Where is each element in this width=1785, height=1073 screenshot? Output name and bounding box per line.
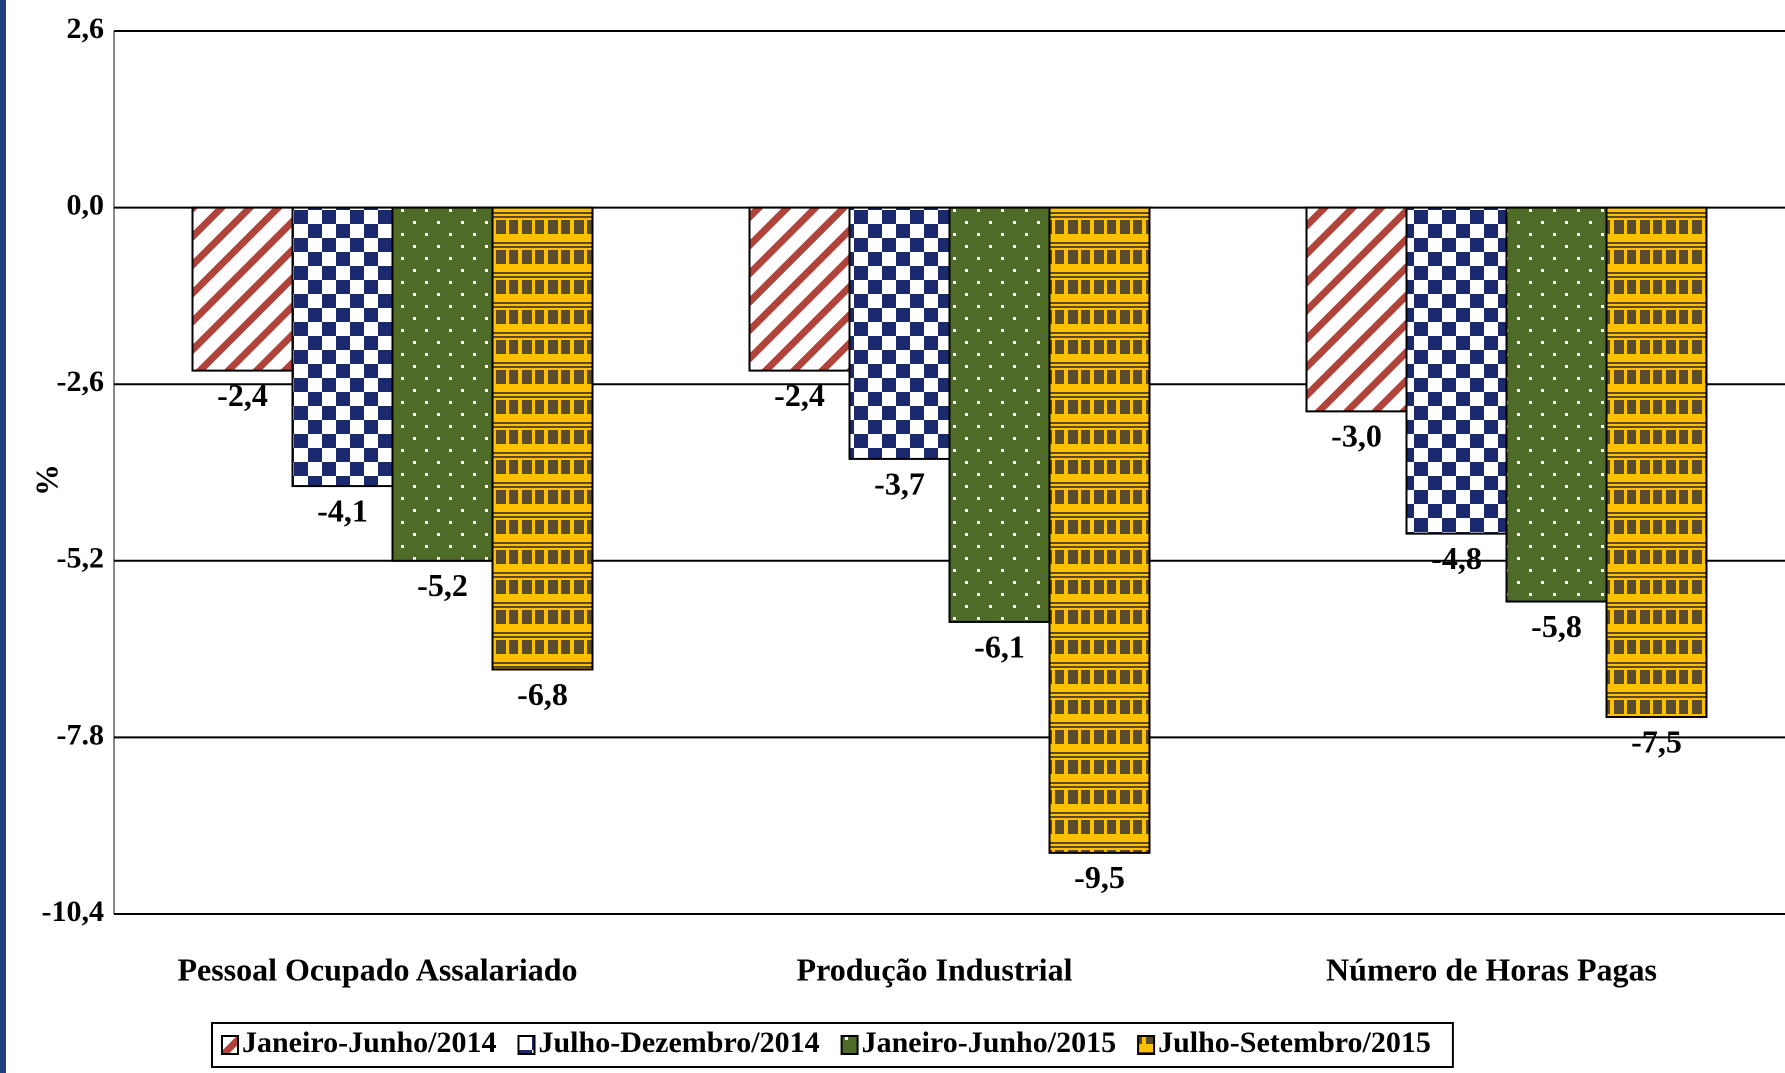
legend: Janeiro-Junho/2014 Julho-Dezembro/2014 Jan… [211, 1022, 1454, 1068]
value-label: -5,8 [1531, 608, 1582, 644]
legend-label: Julho-Dezembro/2014 [539, 1026, 820, 1059]
value-label: -9,5 [1074, 859, 1125, 895]
value-label: -6,1 [974, 628, 1025, 664]
left-border [0, 0, 6, 1073]
value-label: -3,7 [874, 465, 925, 501]
legend-label: Julho-Setembro/2015 [1158, 1026, 1431, 1059]
bar [1405, 206, 1508, 535]
legend-swatch [1137, 1035, 1156, 1055]
value-label: -4,1 [317, 492, 368, 528]
legend-swatch [840, 1035, 859, 1055]
legend-swatch [517, 1035, 536, 1055]
bar [1505, 206, 1608, 603]
bar [848, 206, 951, 460]
bar [948, 206, 1051, 623]
value-label: -6,8 [517, 676, 568, 712]
y-tick-label: -5,2 [57, 542, 105, 575]
x-tick-label: Produção Industrial [797, 951, 1073, 987]
y-tick-label: -2,6 [57, 365, 105, 398]
bar [748, 206, 851, 372]
value-label: -2,4 [774, 377, 825, 413]
bar [491, 206, 594, 671]
legend-swatch [221, 1035, 239, 1055]
bar [1605, 206, 1708, 719]
bar [1048, 206, 1151, 854]
value-label: -2,4 [217, 377, 268, 413]
bar [1305, 206, 1408, 413]
y-tick-label: 0,0 [67, 188, 105, 221]
x-tick-label: Pessoal Ocupado Assalariado [177, 951, 577, 987]
y-tick-label: -7.8 [57, 718, 105, 751]
y-tick-label: -10,4 [42, 895, 105, 928]
bar [291, 206, 394, 488]
bar [191, 206, 294, 372]
value-label: -7,5 [1631, 723, 1682, 759]
y-tick-label: 2,6 [67, 12, 105, 45]
legend-label: Janeiro-Junho/2014 [242, 1026, 497, 1059]
legend-label: Janeiro-Junho/2015 [862, 1026, 1117, 1059]
value-label: -5,2 [417, 567, 468, 603]
legend-box [211, 1022, 1454, 1068]
bar [391, 206, 494, 562]
value-label: -4,8 [1431, 540, 1482, 576]
x-tick-label: Número de Horas Pagas [1326, 951, 1657, 987]
y-axis-label: % [28, 464, 64, 496]
value-label: -3,0 [1331, 418, 1382, 454]
